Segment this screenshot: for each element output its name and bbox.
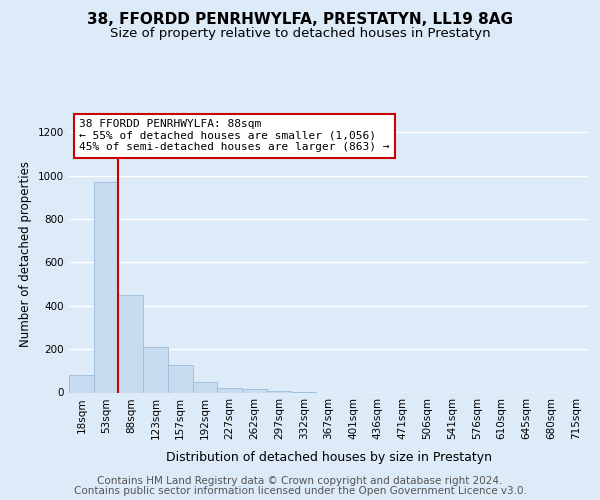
Bar [267, 391, 292, 392]
Bar [217, 388, 242, 392]
Bar [242, 389, 267, 392]
Text: Contains HM Land Registry data © Crown copyright and database right 2024.: Contains HM Land Registry data © Crown c… [97, 476, 503, 486]
Bar [94, 182, 118, 392]
Text: 38, FFORDD PENRHWYLFA, PRESTATYN, LL19 8AG: 38, FFORDD PENRHWYLFA, PRESTATYN, LL19 8… [87, 12, 513, 28]
Text: Size of property relative to detached houses in Prestatyn: Size of property relative to detached ho… [110, 28, 490, 40]
Bar [168, 366, 193, 392]
Bar [69, 375, 94, 392]
Text: Contains public sector information licensed under the Open Government Licence v3: Contains public sector information licen… [74, 486, 526, 496]
Bar [143, 347, 168, 393]
Bar [193, 382, 217, 392]
X-axis label: Distribution of detached houses by size in Prestatyn: Distribution of detached houses by size … [166, 450, 491, 464]
Bar [118, 295, 143, 392]
Y-axis label: Number of detached properties: Number of detached properties [19, 161, 32, 347]
Text: 38 FFORDD PENRHWYLFA: 88sqm
← 55% of detached houses are smaller (1,056)
45% of : 38 FFORDD PENRHWYLFA: 88sqm ← 55% of det… [79, 119, 390, 152]
